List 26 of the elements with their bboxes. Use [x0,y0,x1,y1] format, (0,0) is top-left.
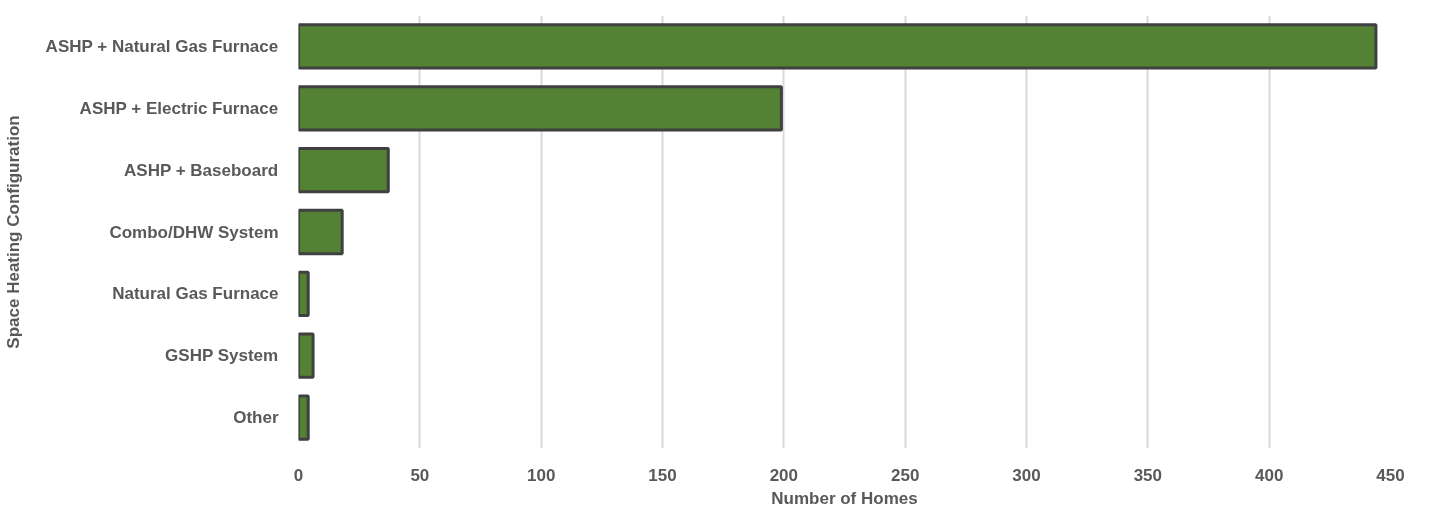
bar [298,208,344,256]
x-tick-label: 200 [769,465,799,485]
x-tick-label: 0 [293,465,304,485]
bar [298,394,310,441]
y-tick-label: GSHP System [165,346,279,366]
y-tick-label: Natural Gas Furnace [112,284,279,304]
x-axis-title: Number of Homes [771,488,918,508]
x-tick-label: 400 [1254,465,1284,485]
x-tick-label: 250 [890,465,920,485]
y-tick-label: Other [233,408,279,428]
x-tick-label: 350 [1133,465,1163,485]
x-tick-label: 150 [648,465,677,485]
y-tick-label: Combo/DHW System [109,222,279,242]
y-tick-label: ASHP + Natural Gas Furnace [45,36,279,56]
y-tick-label: ASHP + Electric Furnace [79,98,279,118]
bar [298,270,310,318]
bar [298,146,390,194]
x-tick-label: 450 [1376,465,1405,485]
y-tick-label: ASHP + Baseboard [124,160,279,180]
bar [298,85,783,132]
x-tick-label: 100 [526,465,556,485]
bar [298,332,315,379]
y-axis-title: Space Heating Configuration [3,115,23,349]
x-tick-label: 50 [410,465,430,485]
x-tick-label: 300 [1012,465,1041,485]
bar [298,23,1378,70]
